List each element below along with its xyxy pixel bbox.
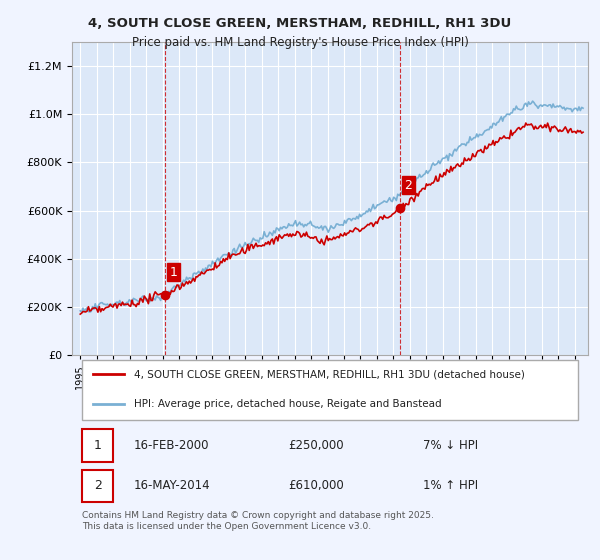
Text: 1% ↑ HPI: 1% ↑ HPI <box>423 479 478 492</box>
Text: 16-MAY-2014: 16-MAY-2014 <box>134 479 211 492</box>
Text: £250,000: £250,000 <box>289 439 344 452</box>
Text: 2: 2 <box>94 479 102 492</box>
Text: HPI: Average price, detached house, Reigate and Banstead: HPI: Average price, detached house, Reig… <box>134 399 442 409</box>
Text: 2: 2 <box>404 179 412 192</box>
FancyBboxPatch shape <box>82 470 113 502</box>
Text: 4, SOUTH CLOSE GREEN, MERSTHAM, REDHILL, RH1 3DU: 4, SOUTH CLOSE GREEN, MERSTHAM, REDHILL,… <box>88 17 512 30</box>
Text: Price paid vs. HM Land Registry's House Price Index (HPI): Price paid vs. HM Land Registry's House … <box>131 36 469 49</box>
Text: 16-FEB-2000: 16-FEB-2000 <box>134 439 209 452</box>
Text: 1: 1 <box>170 265 178 279</box>
Text: 4, SOUTH CLOSE GREEN, MERSTHAM, REDHILL, RH1 3DU (detached house): 4, SOUTH CLOSE GREEN, MERSTHAM, REDHILL,… <box>134 369 525 379</box>
Text: Contains HM Land Registry data © Crown copyright and database right 2025.
This d: Contains HM Land Registry data © Crown c… <box>82 511 434 530</box>
FancyBboxPatch shape <box>82 430 113 462</box>
Text: £610,000: £610,000 <box>289 479 344 492</box>
Text: 7% ↓ HPI: 7% ↓ HPI <box>423 439 478 452</box>
Text: 1: 1 <box>94 439 102 452</box>
FancyBboxPatch shape <box>82 360 578 420</box>
